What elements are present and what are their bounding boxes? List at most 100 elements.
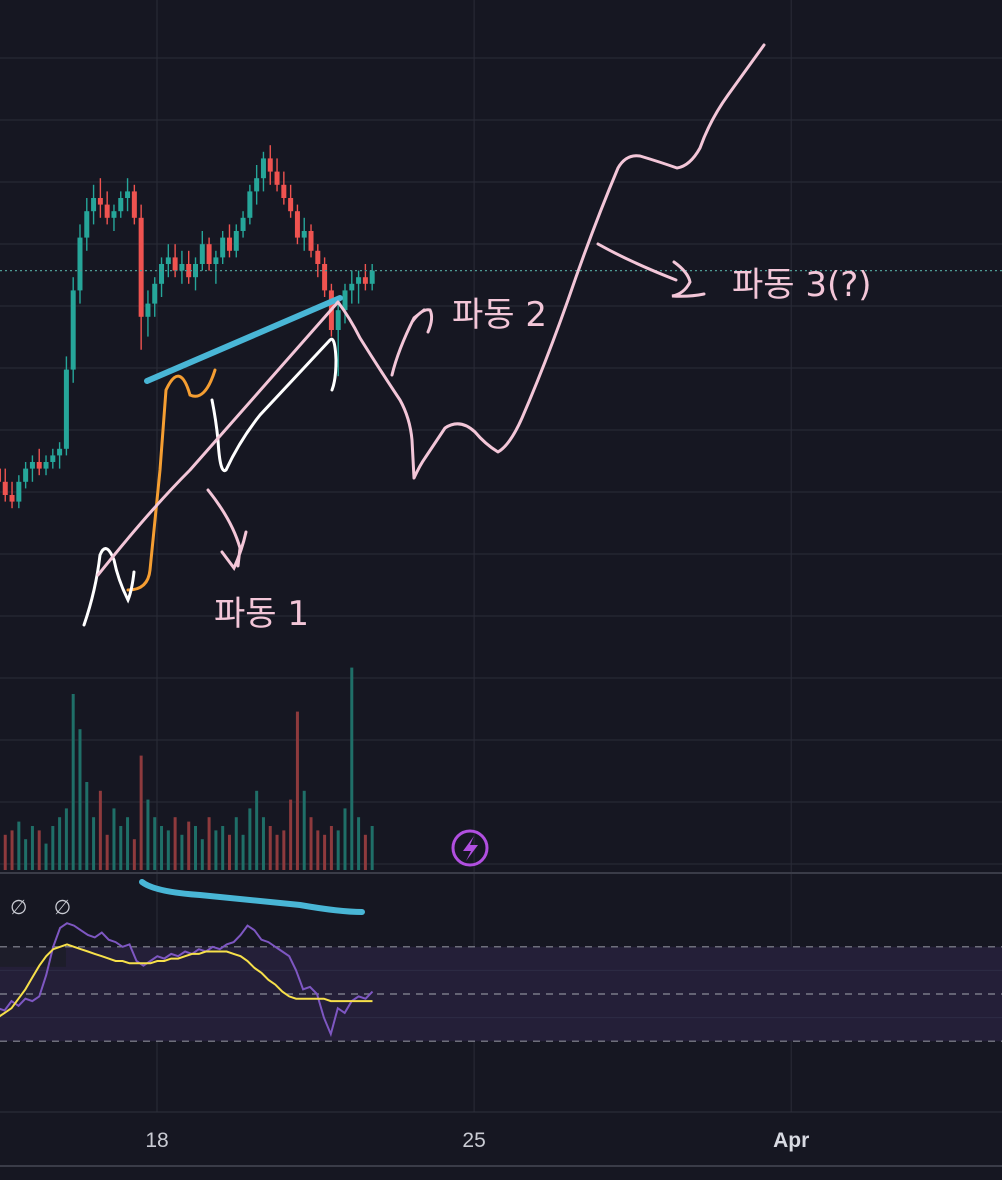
candle-body: [125, 191, 131, 198]
candle-body: [118, 198, 124, 212]
candle-body: [322, 264, 328, 291]
candle-body: [91, 198, 97, 212]
candle-body: [23, 468, 29, 482]
annotation-wave-2: 파동 2: [452, 295, 547, 335]
rsi-line: [0, 922, 374, 1038]
candle-body: [57, 448, 63, 456]
candle-body: [199, 244, 205, 264]
volume-bar: [248, 808, 252, 870]
volume-bar: [207, 817, 211, 870]
replay-bolt-icon[interactable]: [451, 829, 489, 867]
candle-body: [349, 283, 355, 291]
volume-bar: [44, 843, 48, 870]
candle-body: [9, 495, 15, 502]
volume-bar: [92, 817, 96, 870]
candle-body: [213, 257, 219, 264]
volume-bar: [119, 826, 123, 870]
candle-body: [43, 462, 49, 469]
candle-body: [335, 310, 341, 330]
candle-body: [294, 211, 300, 238]
volume-bar: [289, 799, 293, 870]
x-tick-label: 25: [462, 1129, 485, 1152]
rsi-band: [0, 946, 1002, 1042]
volume-bar: [302, 790, 306, 870]
candle-body: [240, 217, 246, 231]
volume-bar: [17, 821, 21, 870]
candle-body: [186, 264, 192, 278]
volume-bar: [146, 799, 150, 870]
candle-body: [29, 462, 35, 469]
volume-bar: [329, 826, 333, 870]
volume-bar: [221, 826, 225, 870]
volume-bar: [71, 694, 75, 870]
rsi-lines: [0, 922, 374, 1038]
volume-bar: [51, 826, 55, 870]
candle-body: [145, 303, 151, 317]
volume-bar: [295, 711, 299, 870]
volume-bar: [139, 755, 143, 870]
x-tick-label: Apr: [773, 1129, 809, 1152]
blue-trendline-rsi[interactable]: [139, 879, 365, 915]
candle-body: [356, 277, 362, 284]
volume-bar: [309, 817, 313, 870]
candle-body: [111, 211, 117, 218]
candle-body: [16, 481, 22, 502]
volume-bar: [336, 830, 340, 870]
candle-body: [36, 462, 42, 469]
volume-bar: [234, 817, 238, 870]
candle-body: [138, 217, 144, 317]
volume-bar: [343, 808, 347, 870]
blue-trendline-price[interactable]: [144, 295, 343, 384]
volume-bar: [363, 834, 367, 870]
candle-body: [0, 468, 1, 482]
annotation-wave-3: 파동 3(?): [732, 265, 872, 305]
volume-bar: [227, 834, 231, 870]
volume-bar: [370, 826, 374, 870]
candle-body: [281, 184, 287, 198]
candle-body: [104, 204, 110, 218]
volume-bar: [200, 839, 204, 870]
candle-body: [233, 231, 239, 251]
candle-body: [288, 198, 294, 212]
volume-bar: [132, 839, 136, 870]
candle-body: [274, 171, 280, 185]
rsi-legend-bg: [0, 946, 66, 967]
arrow-wave-1[interactable]: [206, 488, 248, 571]
volume-bar: [64, 808, 68, 870]
x-tick-label: 18: [145, 1129, 168, 1152]
volume-bar: [187, 821, 191, 870]
volume-bar: [112, 808, 116, 870]
candle-body: [172, 257, 178, 271]
orange-wave-path[interactable]: [126, 368, 217, 592]
volume-bar: [30, 826, 34, 870]
candle-body: [260, 158, 266, 179]
candle-body: [152, 283, 158, 304]
volume-bar: [78, 729, 82, 870]
volume-bar: [173, 817, 177, 870]
volume-bar: [268, 826, 272, 870]
pink-forecast-path[interactable]: [96, 43, 766, 577]
candles: [0, 145, 375, 509]
arrow-wave-2[interactable]: [390, 308, 434, 377]
candle-body: [362, 277, 368, 284]
arrow-wave-3[interactable]: [596, 242, 706, 298]
volume-bar: [105, 834, 109, 870]
volume-bar: [316, 830, 320, 870]
candle-body: [247, 191, 253, 218]
x-axis: 18 25 Apr: [145, 1129, 809, 1152]
volume-bar: [261, 817, 265, 870]
volume-bars: [3, 667, 374, 870]
candle-body: [63, 369, 69, 449]
candle-body: [226, 237, 232, 251]
rsi-legend-symbols: ∅ ∅: [10, 895, 82, 919]
volume-bar: [126, 817, 130, 870]
candle-body: [206, 244, 212, 264]
volume-bar: [85, 782, 89, 870]
candle-body: [342, 290, 348, 311]
candle-body: [254, 178, 260, 192]
volume-bar: [98, 790, 102, 870]
candle-body: [131, 191, 137, 218]
volume-bar: [160, 826, 164, 870]
drawings[interactable]: [82, 43, 766, 915]
